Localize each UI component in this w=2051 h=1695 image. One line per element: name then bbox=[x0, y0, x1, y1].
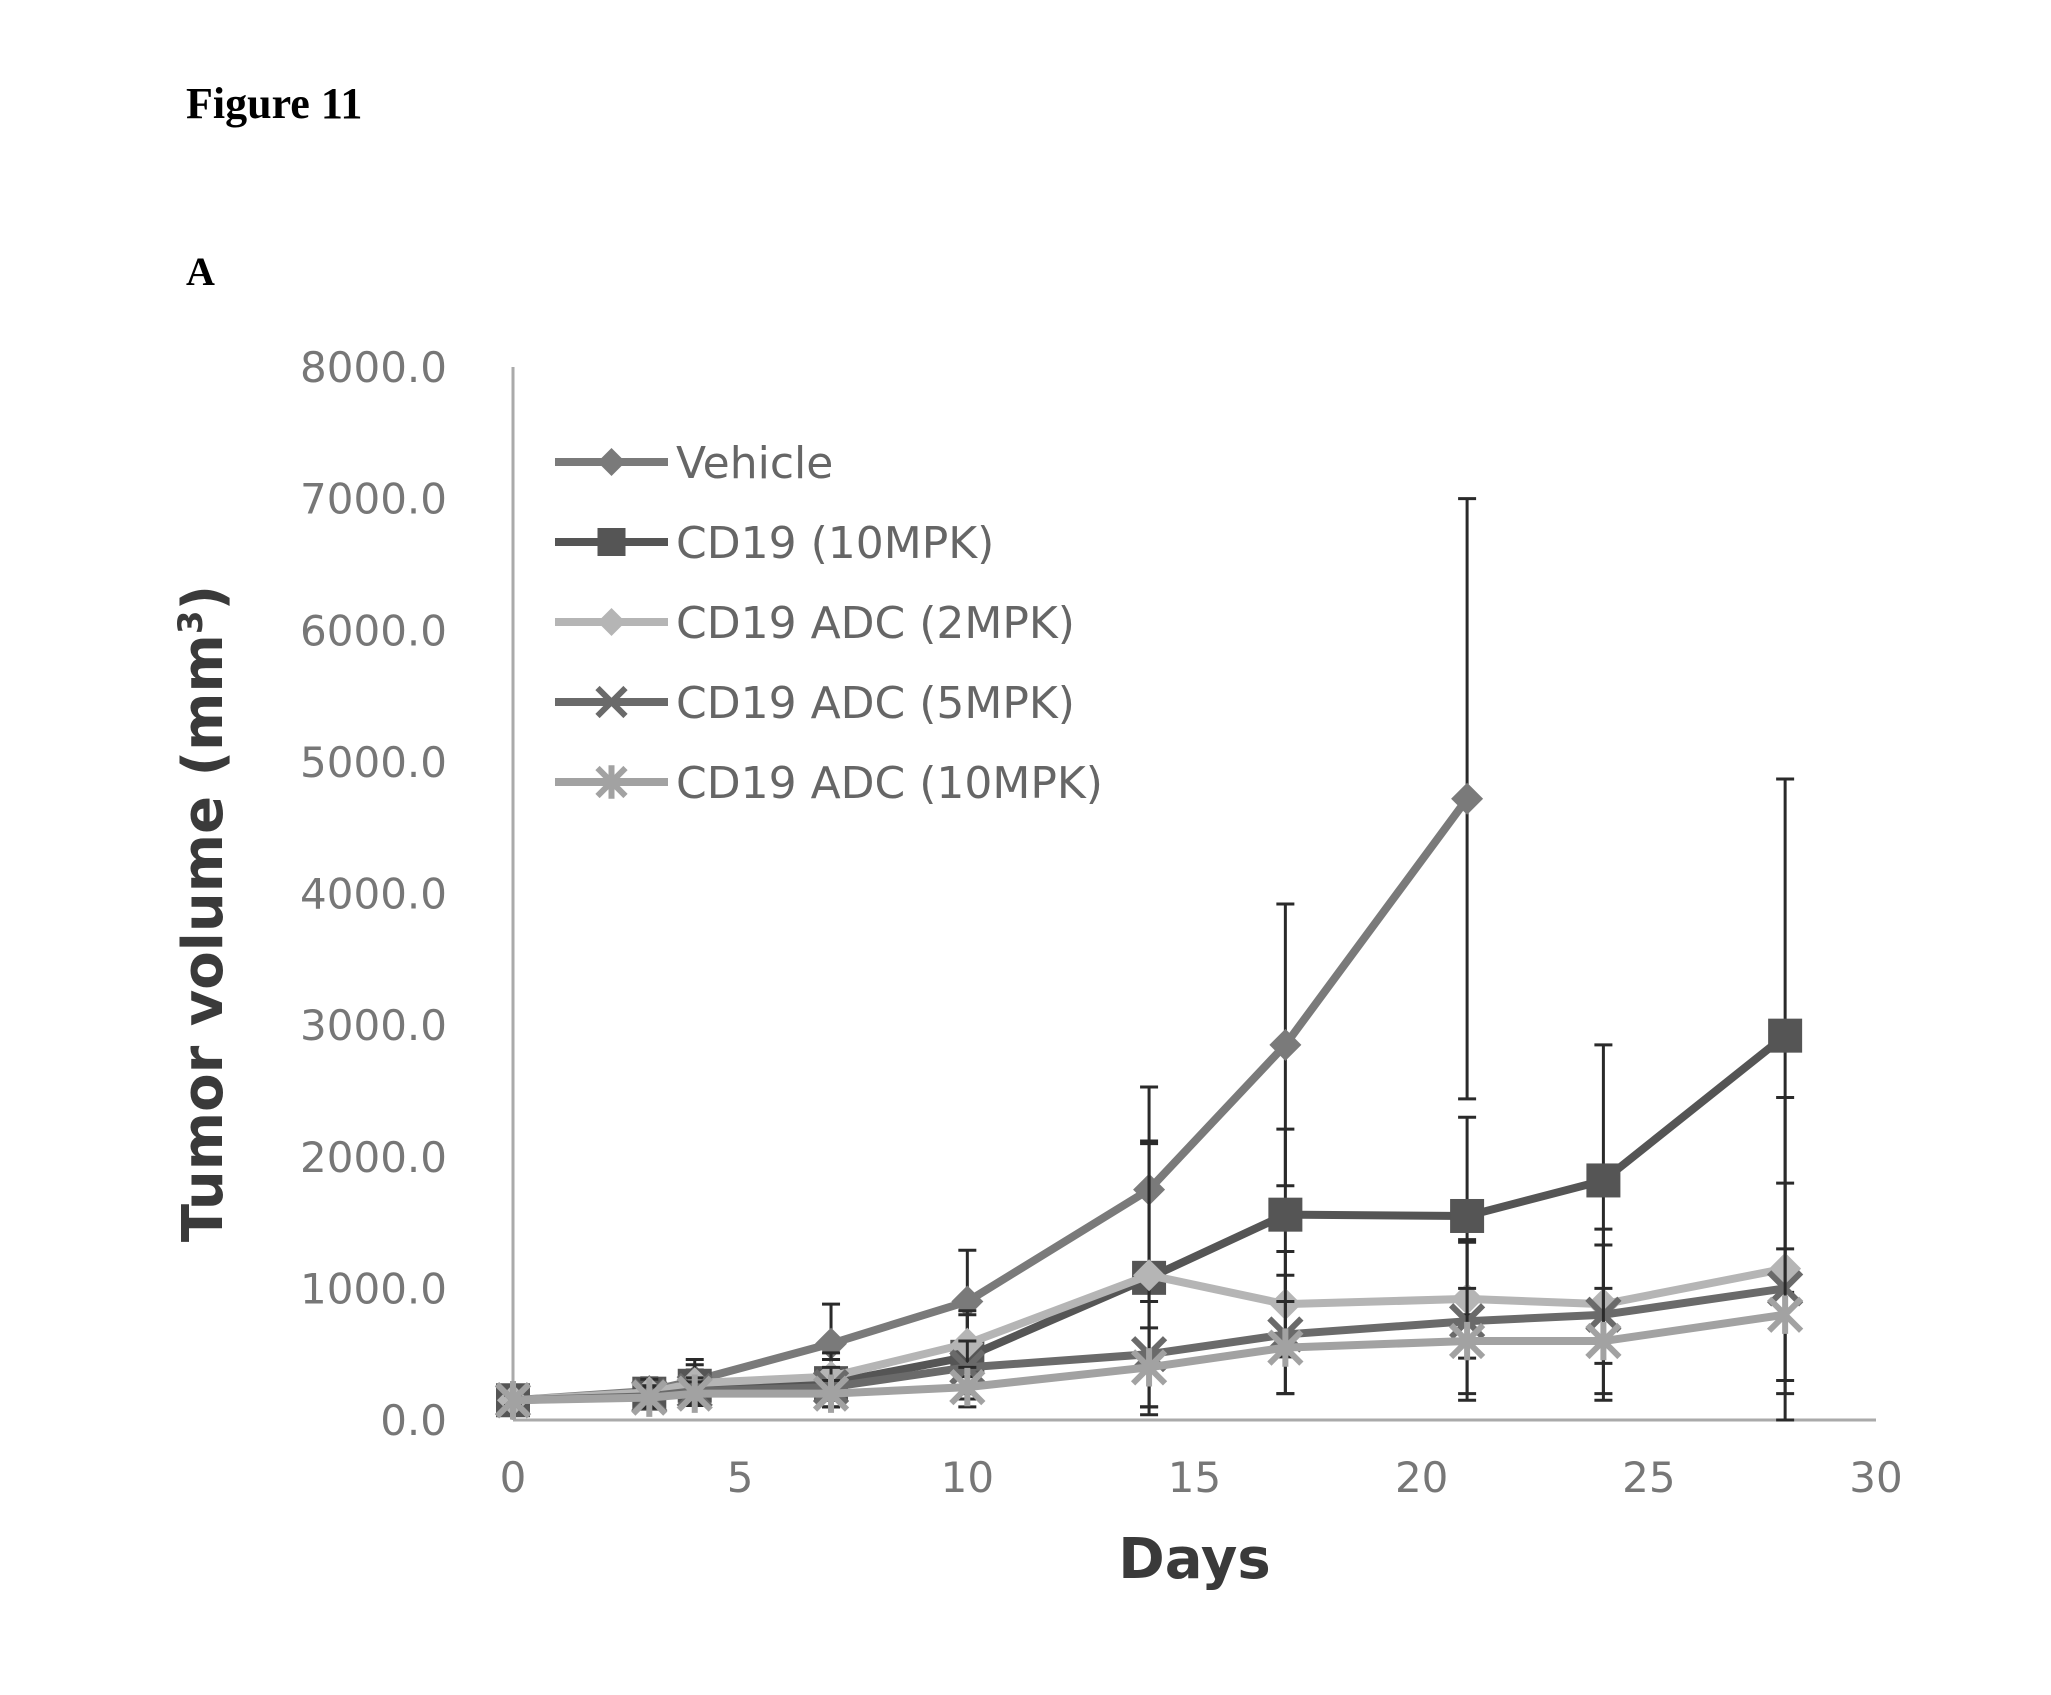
square-marker bbox=[1586, 1163, 1620, 1197]
y-axis-label: Tumor volume (mm3) bbox=[171, 585, 236, 1242]
series-line bbox=[513, 799, 1467, 1401]
y-tick-label: 0.0 bbox=[380, 1396, 447, 1445]
x-axis-label: Days bbox=[1118, 1527, 1270, 1592]
y-axis-label-main: Tumor volume (mm bbox=[171, 634, 236, 1242]
legend-label: Vehicle bbox=[676, 438, 833, 489]
x-tick-label: 30 bbox=[1849, 1453, 1902, 1502]
square-marker bbox=[1450, 1199, 1484, 1233]
x-tick-label: 0 bbox=[500, 1453, 527, 1502]
legend-label: CD19 ADC (2MPK) bbox=[676, 598, 1075, 649]
y-tick-label: 1000.0 bbox=[300, 1264, 447, 1313]
y-axis-label-close: ) bbox=[171, 585, 236, 611]
legend-item: CD19 (10MPK) bbox=[555, 518, 994, 569]
y-tick-label: 2000.0 bbox=[300, 1133, 447, 1182]
square-marker bbox=[1268, 1198, 1302, 1232]
y-tick-label: 3000.0 bbox=[300, 1001, 447, 1050]
legend-item: CD19 ADC (5MPK) bbox=[555, 678, 1075, 729]
y-axis-label-superscript: 3 bbox=[171, 610, 211, 634]
x-tick-labels: 0 5 10 15 20 25 30 bbox=[500, 1453, 1903, 1502]
legend-label: CD19 ADC (10MPK) bbox=[676, 758, 1103, 809]
legend-label: CD19 (10MPK) bbox=[676, 518, 994, 569]
y-tick-label: 8000.0 bbox=[300, 343, 447, 392]
y-tick-label: 5000.0 bbox=[300, 738, 447, 787]
y-tick-labels: 0.0 1000.0 2000.0 3000.0 4000.0 5000.0 6000.0 7… bbox=[300, 343, 447, 1445]
x-tick-label: 25 bbox=[1622, 1453, 1675, 1502]
x-tick-label: 5 bbox=[727, 1453, 754, 1502]
y-tick-label: 4000.0 bbox=[300, 870, 447, 919]
diamond-marker bbox=[598, 448, 626, 476]
y-tick-label: 6000.0 bbox=[300, 606, 447, 655]
x-tick-label: 10 bbox=[941, 1453, 994, 1502]
x-tick-label: 20 bbox=[1395, 1453, 1448, 1502]
legend-item: CD19 ADC (2MPK) bbox=[555, 598, 1075, 649]
legend: Vehicle CD19 (10MPK) CD19 ADC (2MPK) CD19 A… bbox=[555, 438, 1103, 809]
square-marker bbox=[1768, 1019, 1802, 1053]
legend-item: Vehicle bbox=[555, 438, 833, 489]
legend-item: CD19 ADC (10MPK) bbox=[555, 758, 1103, 809]
square-marker bbox=[598, 528, 626, 556]
x-tick-label: 15 bbox=[1168, 1453, 1221, 1502]
y-tick-label: 7000.0 bbox=[300, 475, 447, 524]
legend-label: CD19 ADC (5MPK) bbox=[676, 678, 1075, 729]
diamond-marker bbox=[598, 608, 626, 636]
